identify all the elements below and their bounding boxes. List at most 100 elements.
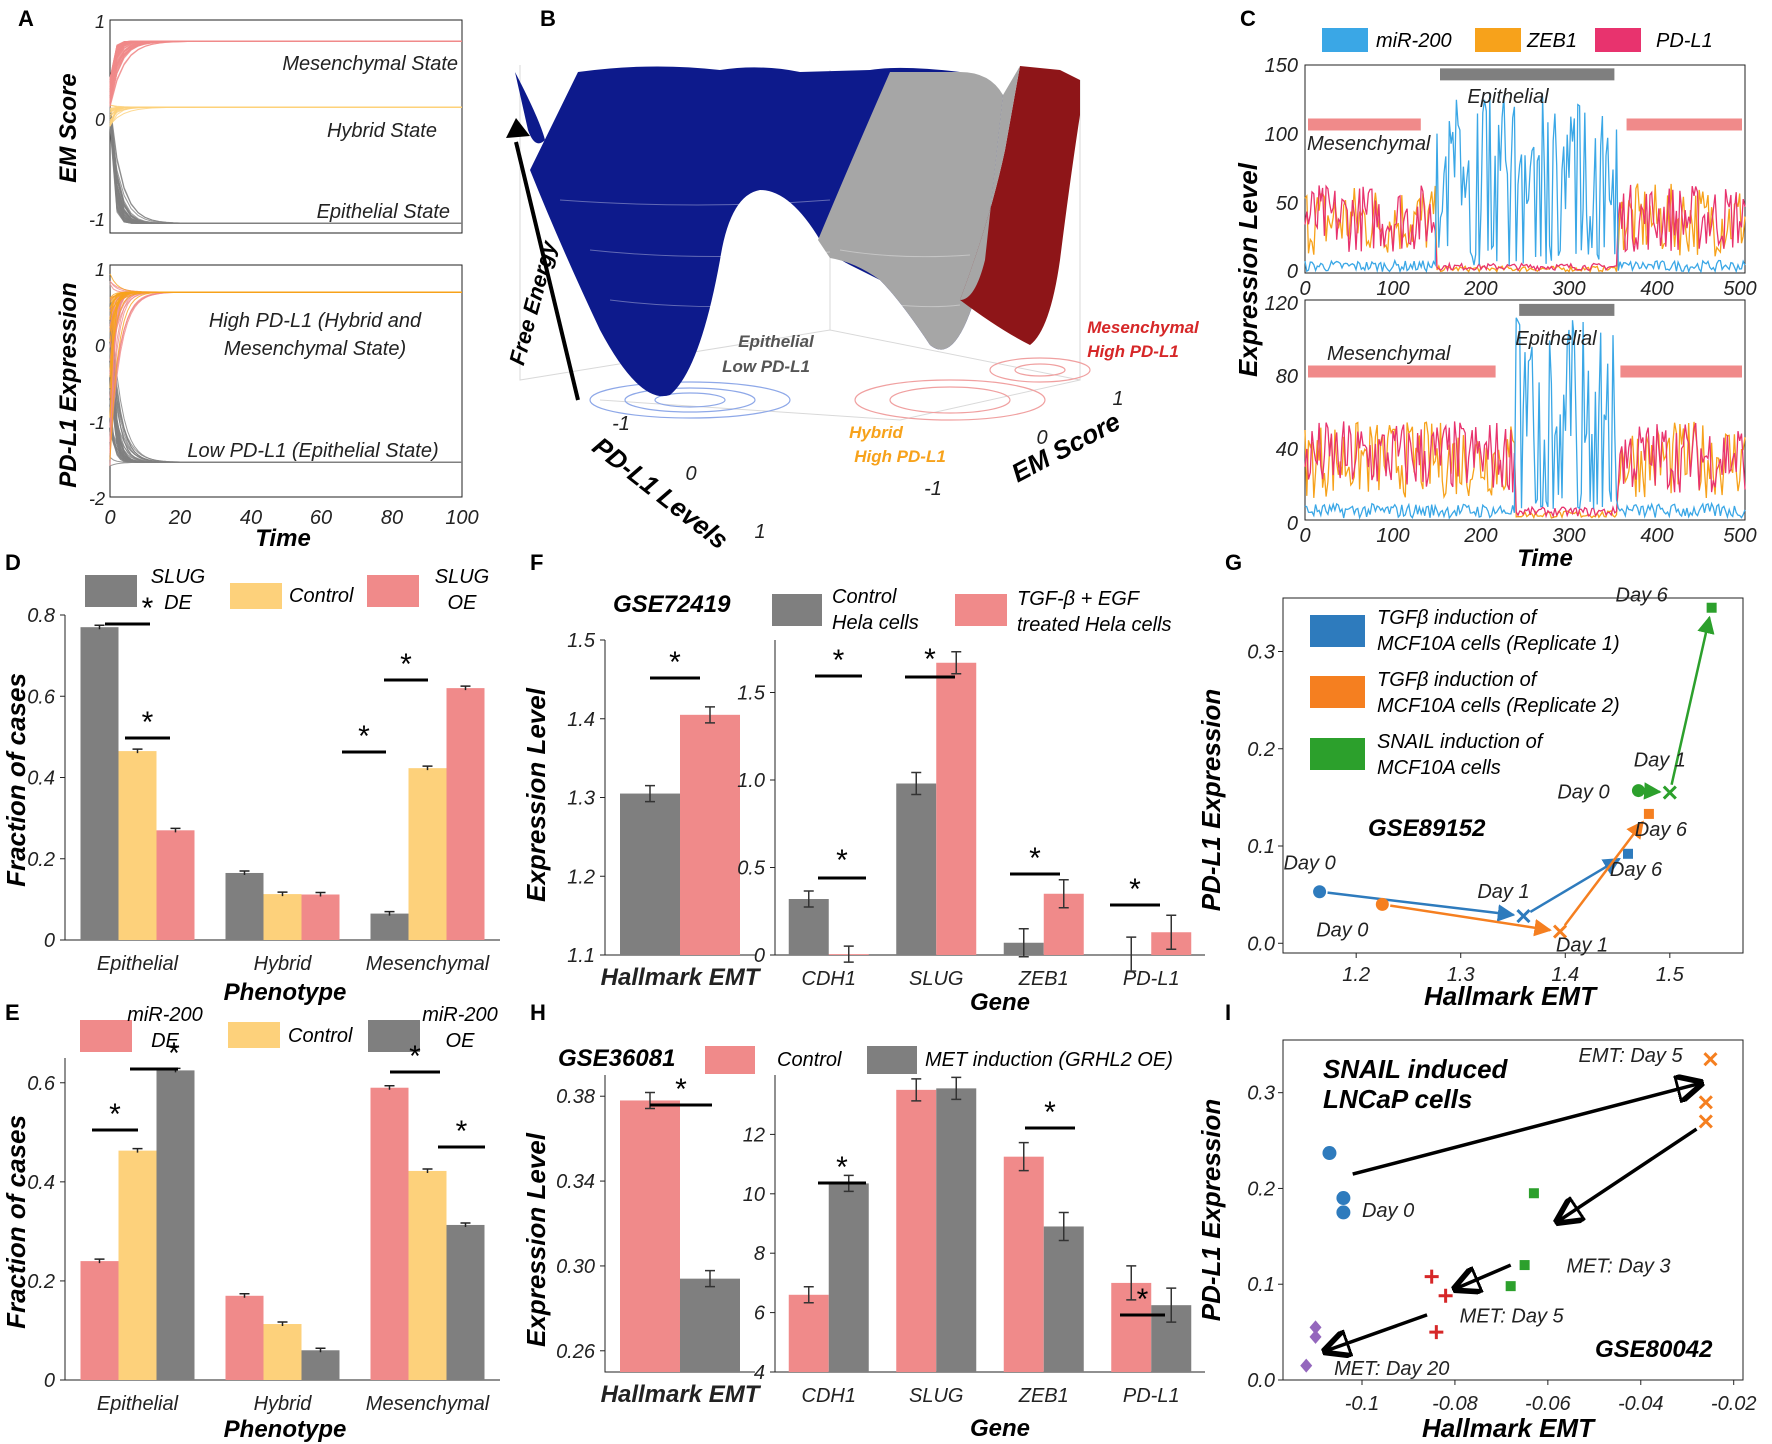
a-label-high-pdl1-2: Mesenchymal State) [224,338,406,360]
c-bot-ytick: 80 [1276,366,1298,388]
panel-a-top-traces [109,40,462,224]
bar [80,627,119,940]
bar [680,1278,740,1372]
g-arrow [1390,904,1552,937]
b-xlabel: PD-L1 Levels [587,431,734,555]
bar-errorbar [803,1286,814,1304]
a-xlabel: Time [255,525,311,552]
a-xtick: 0 [104,507,115,529]
c-bot-xtick: 200 [1463,525,1497,547]
bar-errorbar [422,1168,433,1173]
bar-errorbar [1166,914,1177,950]
panel-letter-H: H [530,1000,546,1025]
a-pdl1-trace [109,291,462,310]
bar [156,830,195,940]
b-basin-mesenchymal: Mesenchymal [1087,318,1200,337]
bar [301,1350,340,1380]
i-transition-arrow [1352,1083,1701,1176]
g-legend-swatch-rep2 [1310,676,1365,708]
sig-star: * [1029,842,1041,875]
i-ytick: 0.0 [1247,1370,1275,1392]
panel-letter-A: A [18,6,34,31]
sig-star: * [836,1151,848,1184]
a-bot-ytick: 1 [95,260,105,280]
a-top-ytick: 0 [95,110,105,130]
bar-ytick: 0 [44,930,55,952]
g-legend-swatch-rep1 [1310,615,1365,647]
a-pdl1-trace [109,291,462,376]
sig-star: * [456,1115,468,1148]
c-bot-xtick: 0 [1299,525,1310,547]
b-free-energy-arrowhead [506,118,530,138]
g-legend-text: MCF10A cells (Replicate 1) [1377,633,1620,655]
a-top-ylabel: EM Score [55,73,82,182]
c-state-bar [1308,365,1496,378]
bar-ytick: 0.2 [27,1271,55,1293]
panel-d: SLUG DE Control SLUG OE 0 0.2 0.4 0.6 0.8 Epi… [1,566,500,1006]
bar-ytick: 0.38 [556,1086,595,1108]
f-xlabel: Gene [970,989,1030,1016]
bar [896,783,937,955]
c-bot-label-epithelial: Epithelial [1515,328,1597,350]
panel-h: GSE36081 Control MET induction (GRHL2 OE… [521,1045,1205,1442]
g-ytick: 0.2 [1247,739,1275,761]
a-bot-ytick: -1 [89,413,105,433]
b-xtick: 1 [754,521,765,543]
bar-errorbar [460,1222,471,1227]
g-point-label: Day 6 [1635,819,1688,841]
bar-ytick: 0 [44,1370,55,1392]
i-point-x [1703,1052,1718,1067]
h-legend-swatch-treated [867,1046,917,1074]
c-expression-trace [1304,317,1746,520]
g-point-day6 [1623,848,1633,859]
bar-errorbar [1126,936,1137,972]
bar-errorbar [911,1078,922,1102]
bar-category-label: ZEB1 [1018,968,1069,990]
bar-errorbar [239,1293,250,1298]
a-bot-ytick: 0 [95,336,105,356]
bar [788,899,829,955]
f-legend-text: TGF-β + EGF [1017,588,1141,610]
b-ylabel: EM Score [1006,406,1125,488]
g-title: GSE89152 [1368,815,1486,842]
a-top-ytick: 1 [95,12,105,32]
bar-errorbar [94,1258,105,1264]
a-xtick: 100 [445,507,478,529]
panel-letter-F: F [530,550,543,575]
bar-errorbar [132,1147,143,1153]
bar-ytick: 0 [754,945,765,967]
c-top-xtick: 200 [1463,278,1497,300]
a-em-trace [109,106,462,116]
c-top-label-mesenchymal: Mesenchymal [1307,133,1431,155]
h-legend-text: Control [777,1049,842,1071]
c-bottom-frame [1304,299,1746,521]
bar [225,872,264,940]
bar-ytick: 0.34 [556,1171,595,1193]
bar-ytick: 8 [754,1243,765,1265]
bar-ytick: 0.26 [556,1341,596,1363]
b-floor-contours [589,357,1091,421]
i-xtick: -0.04 [1618,1393,1664,1415]
g-arrow [1327,891,1516,922]
sig-star: * [833,644,845,677]
c-expression-trace [1304,93,1746,274]
g-point-label: Day 0 [1316,919,1368,941]
bar-errorbar [422,765,433,771]
c-legend-swatch-mir200 [1322,28,1368,52]
a-xtick: 20 [168,507,191,529]
sig-star: * [142,592,154,625]
c-bot-xtick: 400 [1640,525,1673,547]
bar-errorbar [951,651,962,675]
c-top-label-epithelial: Epithelial [1467,86,1549,108]
a-pdl1-trace [109,325,462,463]
bar [156,1070,195,1380]
a-pdl1-trace [109,291,462,374]
bar-category-label: ZEB1 [1018,1385,1069,1407]
sig-star: * [1129,873,1141,906]
sig-star: * [924,643,936,676]
sig-star: * [168,1037,180,1070]
g-point-label: Day 6 [1616,585,1669,607]
panel-letter-E: E [5,1000,20,1025]
panel-letter-I: I [1225,1000,1231,1025]
